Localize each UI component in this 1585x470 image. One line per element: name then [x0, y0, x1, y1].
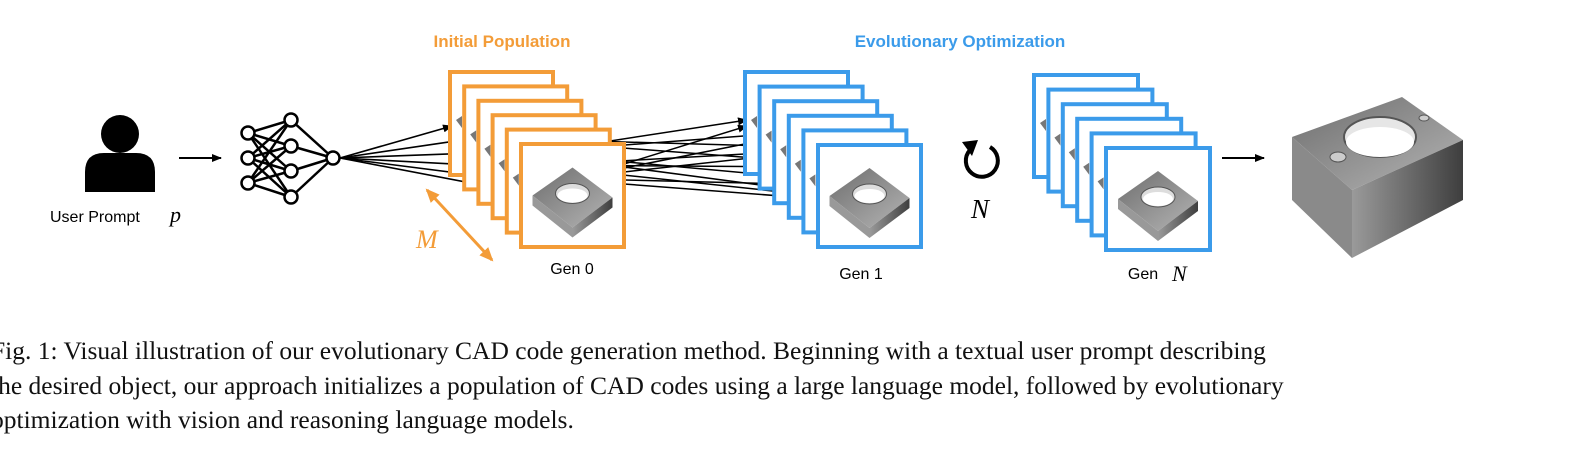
method-diagram: Initial Population Evolutionary Optimiza…	[50, 32, 1463, 286]
genN-stack	[1032, 73, 1212, 252]
loop-arrow-icon	[962, 140, 1000, 179]
gen0-stack	[448, 70, 626, 249]
caption-line: optimization with vision and reasoning l…	[0, 405, 574, 434]
network-node	[240, 175, 256, 191]
gen1-stack	[743, 70, 923, 249]
user-icon	[85, 115, 155, 192]
initial-population-title: Initial Population	[434, 32, 571, 51]
network-node	[283, 189, 299, 205]
user-prompt-symbol: p	[168, 202, 181, 227]
gen0-label: Gen 0	[550, 261, 594, 278]
user-prompt-label: User Prompt	[50, 209, 140, 226]
genN-label: Gen	[1128, 266, 1158, 283]
caption-line: Fig. 1: Visual illustration of our evolu…	[0, 336, 1266, 365]
final-cad-object	[1292, 97, 1463, 258]
network-node	[283, 138, 299, 154]
population-size-symbol: M	[415, 225, 439, 254]
gen1-label: Gen 1	[839, 266, 883, 283]
figure-caption: Fig. 1: Visual illustration of our evolu…	[0, 334, 1581, 438]
caption-line: the desired object, our approach initial…	[0, 370, 1284, 400]
genN-symbol: N	[1171, 261, 1188, 286]
iterations-symbol: N	[970, 194, 991, 224]
network-node	[283, 163, 299, 179]
network-node	[240, 125, 256, 141]
neural-network-icon	[240, 112, 341, 205]
network-node	[240, 150, 256, 166]
network-node	[283, 112, 299, 128]
evolutionary-optimization-title: Evolutionary Optimization	[855, 32, 1066, 51]
network-node	[325, 150, 341, 166]
population-size-arrow	[425, 188, 494, 262]
